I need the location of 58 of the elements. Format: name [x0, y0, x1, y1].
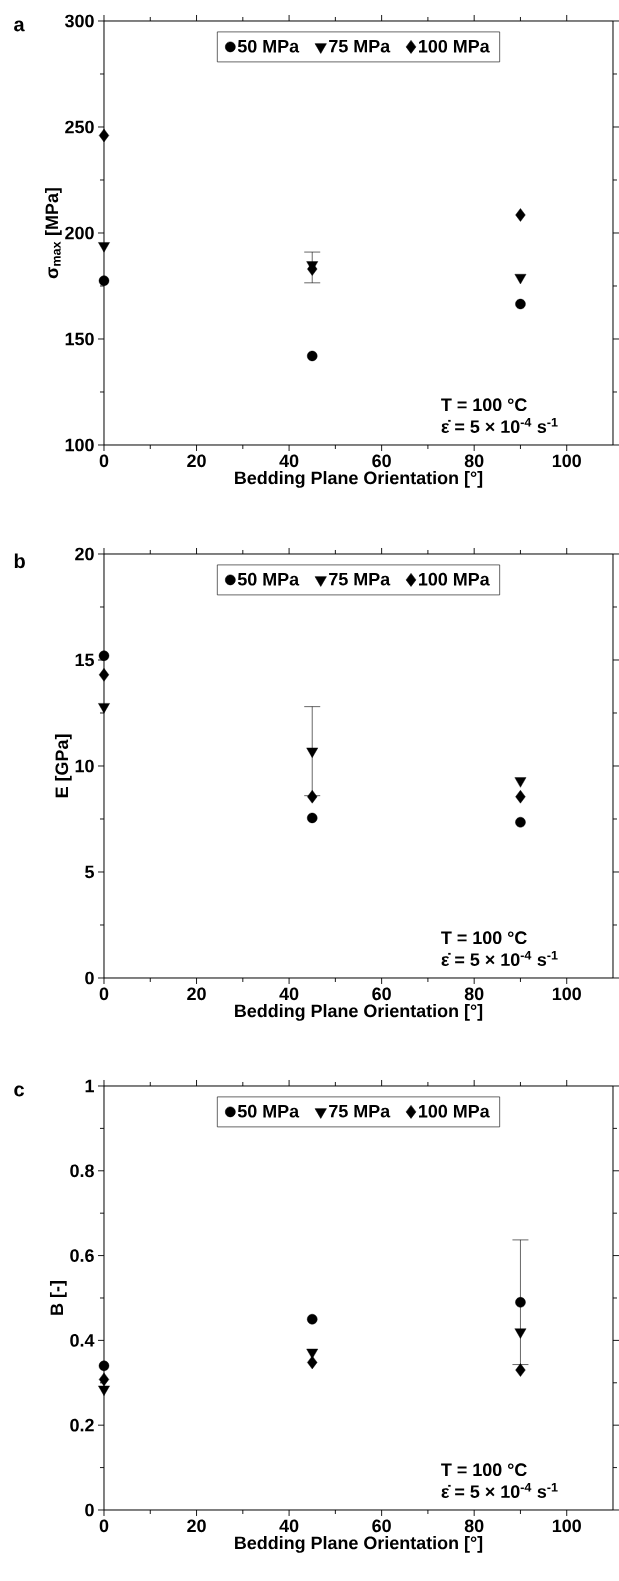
legend-label: 100 MPa	[418, 572, 490, 586]
y-tick-label: 0.2	[70, 1418, 94, 1432]
x-tick-label: 40	[279, 987, 299, 1001]
y-tick-label: 1	[85, 1079, 94, 1093]
chart-title: b	[14, 553, 25, 569]
x-tick-label: 60	[372, 1519, 391, 1533]
x-tick-label: 60	[372, 987, 391, 1001]
chart-title: c	[14, 1085, 24, 1097]
y-tick-label: 15	[75, 653, 94, 667]
x-axis-title: Bedding Plane Orientation [°]	[234, 471, 482, 488]
legend-label: 75 MPa	[328, 1104, 391, 1118]
x-axis-title: Bedding Plane Orientation [°]	[234, 1004, 482, 1021]
y-tick-label: 0.4	[70, 1334, 95, 1347]
annotation: ε̇ = 5 × 10$^{-4}$ s$^{-1}$	[441, 417, 558, 433]
chart-title: a	[13, 20, 25, 32]
legend-label: 100 MPa	[418, 39, 490, 53]
legend-label: 50 MPa	[237, 1104, 299, 1118]
x-tick-label: 80	[464, 987, 484, 1001]
x-axis-title: Bedding Plane Orientation [°]	[234, 1536, 482, 1553]
y-tick-label: 0.8	[70, 1164, 94, 1178]
y-tick-label: 10	[75, 759, 94, 773]
legend-label: 75 MPa	[328, 39, 391, 53]
x-tick-label: 100	[552, 987, 581, 1001]
legend-label: 50 MPa	[237, 572, 299, 586]
legend-label: 50 MPa	[237, 39, 299, 53]
x-tick-label: 80	[464, 1519, 484, 1533]
legend-label: 100 MPa	[418, 1104, 490, 1118]
annotation: ε̇ = 5 × 10$^{-4}$ s$^{-1}$	[441, 950, 558, 966]
y-tick-label: 300	[64, 14, 94, 28]
x-tick-label: 60	[372, 454, 391, 468]
x-tick-label: 20	[186, 454, 206, 468]
x-tick-label: 20	[186, 987, 206, 1001]
y-axis-title: σ$_{max}$ [MPa]	[44, 188, 62, 279]
y-tick-label: 0	[84, 971, 94, 985]
y-tick-label: 250	[64, 120, 94, 134]
y-tick-label: 150	[65, 332, 94, 346]
y-tick-label: 5	[84, 865, 94, 879]
x-tick-label: 40	[279, 454, 299, 468]
x-tick-label: 40	[279, 1519, 299, 1533]
x-tick-label: 0	[99, 454, 109, 468]
annotation: T = 100 °C	[440, 931, 527, 945]
y-tick-label: 200	[64, 226, 94, 240]
y-tick-label: 0	[84, 1503, 94, 1517]
x-tick-label: 0	[99, 987, 109, 1001]
y-axis-title: E [GPa]	[54, 734, 72, 798]
annotation: T = 100 °C	[440, 398, 527, 412]
annotation: T = 100 °C	[440, 1463, 527, 1477]
x-tick-label: 80	[464, 454, 484, 468]
legend-label: 75 MPa	[328, 572, 391, 586]
x-tick-label: 20	[186, 1519, 206, 1533]
x-tick-label: 0	[99, 1519, 109, 1533]
x-tick-label: 100	[552, 454, 581, 468]
y-axis-title: B [-]	[49, 1281, 67, 1315]
y-tick-label: 20	[74, 547, 94, 561]
annotation: ε̇ = 5 × 10$^{-4}$ s$^{-1}$	[441, 1482, 558, 1498]
y-tick-label: 100	[65, 438, 94, 452]
x-tick-label: 100	[552, 1519, 581, 1533]
y-tick-label: 0.6	[70, 1249, 94, 1262]
